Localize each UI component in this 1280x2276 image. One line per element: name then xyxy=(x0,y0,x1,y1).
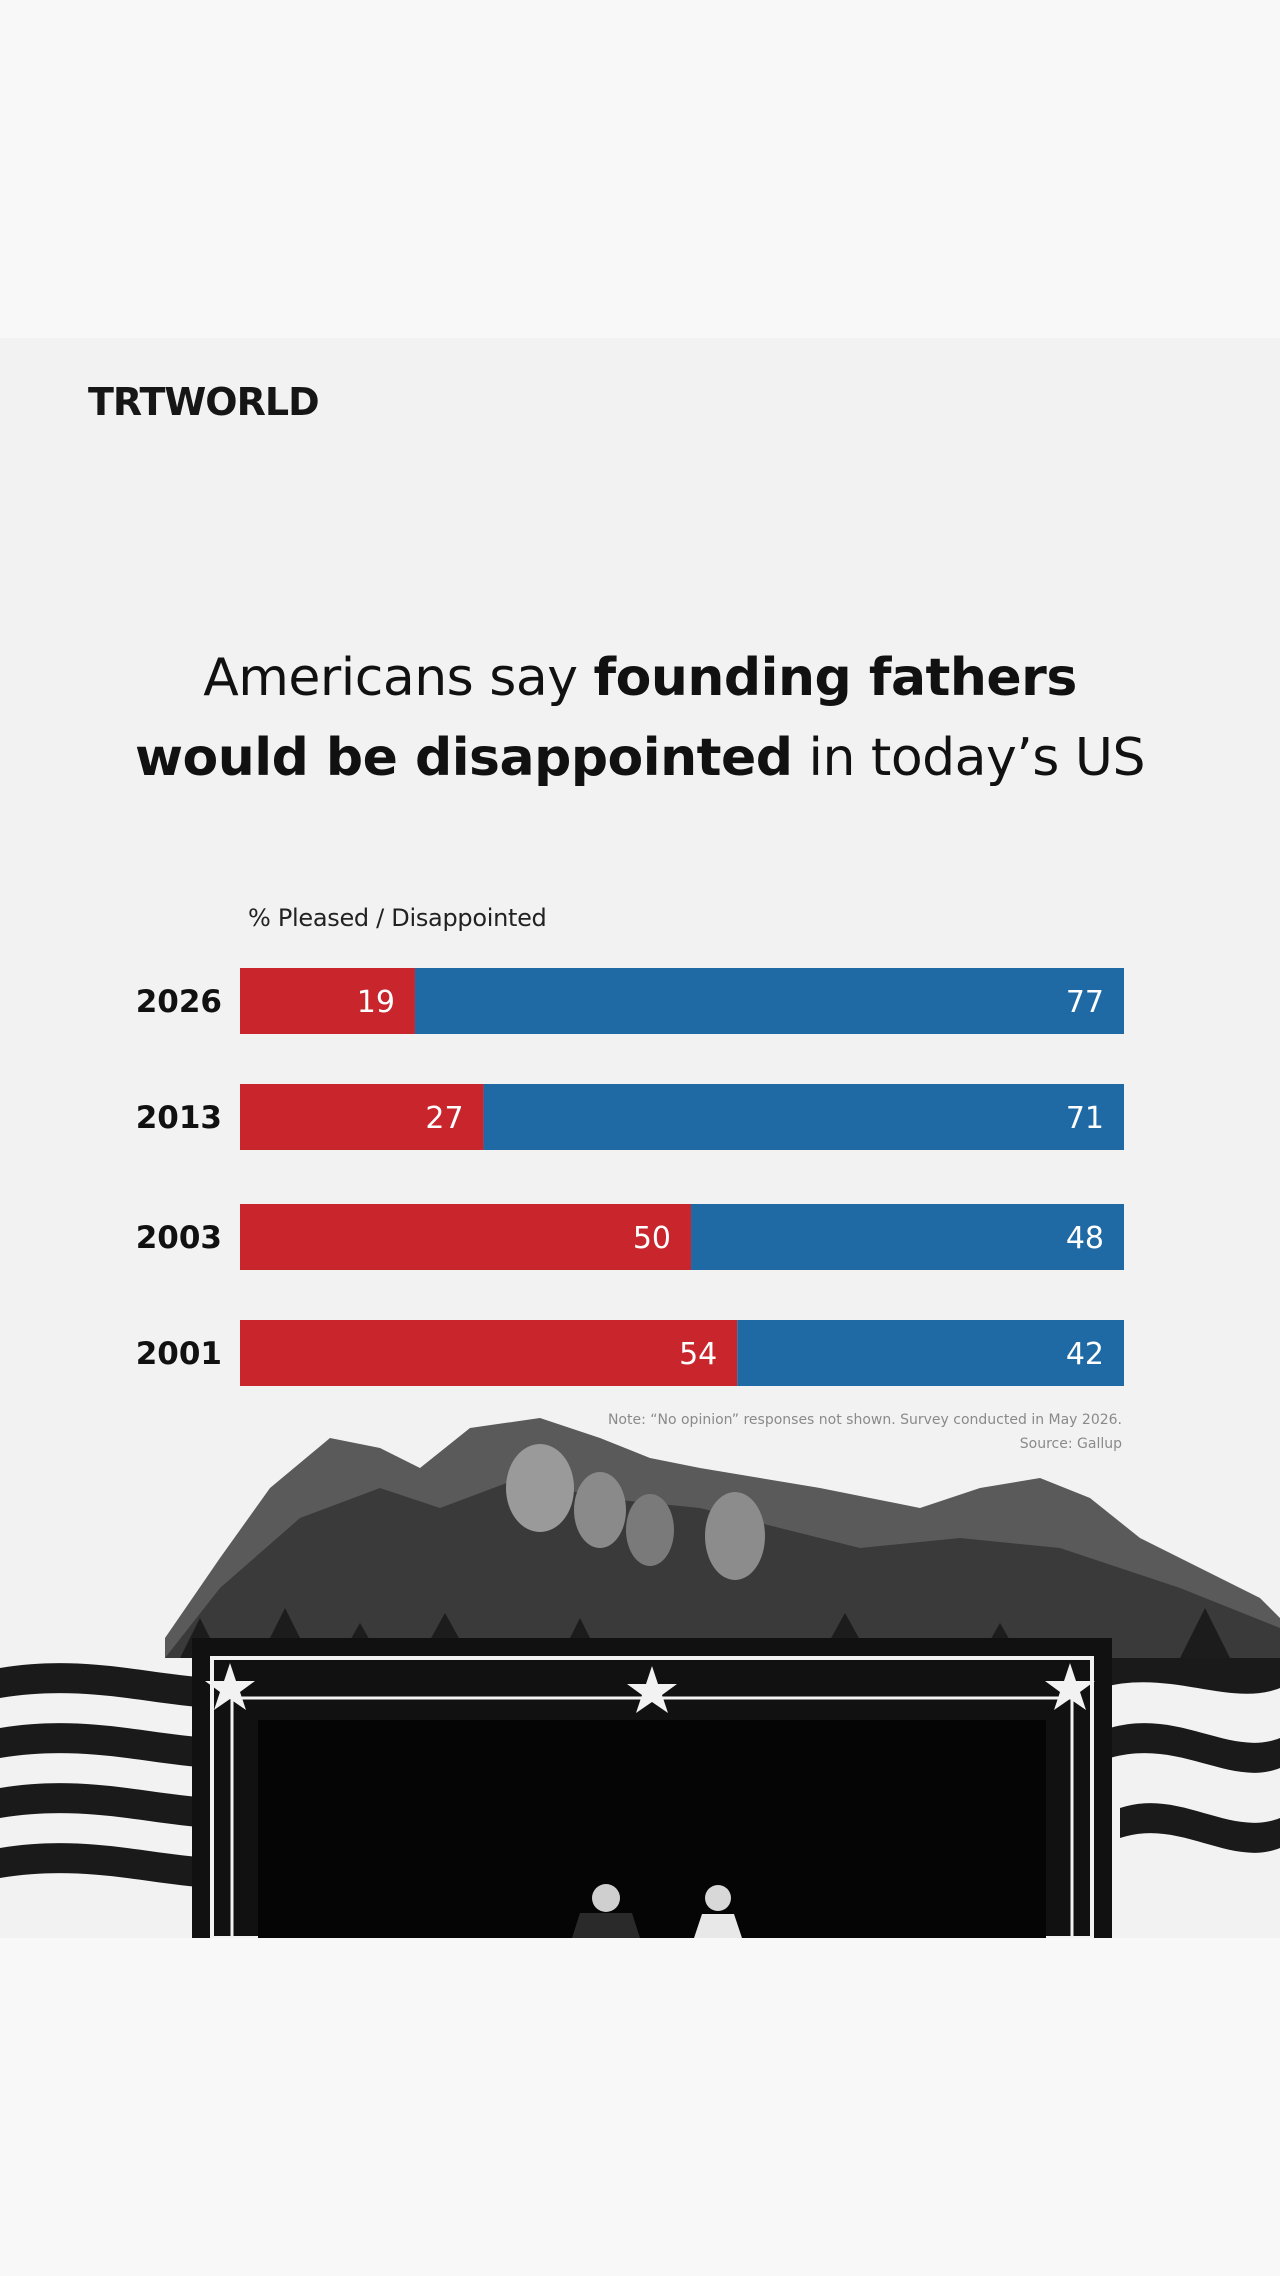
disappointed-value-2003: 48 xyxy=(1066,1221,1104,1256)
stacked-bar-chart: 19 77 2026 27 71 2013 50 48 2003 54 42 2001 xyxy=(136,968,1124,1386)
year-label-2013: 2013 xyxy=(136,1100,222,1136)
chart-subtitle: % Pleased / Disappointed xyxy=(248,904,547,932)
mountain-illustration xyxy=(165,1418,1280,1658)
stage-illustration xyxy=(192,1638,1112,1938)
survey-note: Note: “No opinion” responses not shown. … xyxy=(607,1412,1122,1428)
pleased-value-2003: 50 xyxy=(633,1221,671,1256)
pleased-bar-2003 xyxy=(240,1204,692,1270)
chart-title: Americans say founding fathers would be … xyxy=(90,638,1190,798)
pleased-value-2026: 19 xyxy=(357,985,395,1020)
disappointed-bar-2026 xyxy=(414,968,1124,1034)
disappointed-value-2001: 42 xyxy=(1066,1337,1104,1372)
source-note: Source: Gallup xyxy=(1019,1436,1122,1452)
pleased-bar-2026 xyxy=(240,968,415,1034)
title-bold2: would be disappointed xyxy=(134,728,793,788)
trt-world-logo: TRTWORLD xyxy=(88,380,320,424)
footnote: Note: “No opinion” responses not shown. … xyxy=(608,1408,1122,1456)
pleased-value-2001: 54 xyxy=(679,1337,717,1372)
disappointed-bar-2013 xyxy=(483,1084,1124,1150)
title-bold1: founding fathers xyxy=(593,648,1078,708)
disappointed-value-2026: 77 xyxy=(1066,985,1104,1020)
pleased-bar-2013 xyxy=(240,1084,484,1150)
year-label-2001: 2001 xyxy=(136,1336,222,1372)
year-label-2026: 2026 xyxy=(136,984,222,1020)
infographic-card: TRTWORLD Americans say founding fathers … xyxy=(0,338,1280,1938)
disappointed-bar-2001 xyxy=(737,1320,1124,1386)
title-part2: in today’s US xyxy=(792,728,1145,788)
disappointed-bar-2003 xyxy=(691,1204,1124,1270)
pleased-value-2013: 27 xyxy=(425,1101,463,1136)
disappointed-value-2013: 71 xyxy=(1066,1101,1104,1136)
mount-rushmore-illustration xyxy=(0,1418,1280,1938)
title-part1: Americans say xyxy=(203,648,594,708)
year-label-2003: 2003 xyxy=(136,1220,222,1256)
pleased-bar-2001 xyxy=(240,1320,738,1386)
